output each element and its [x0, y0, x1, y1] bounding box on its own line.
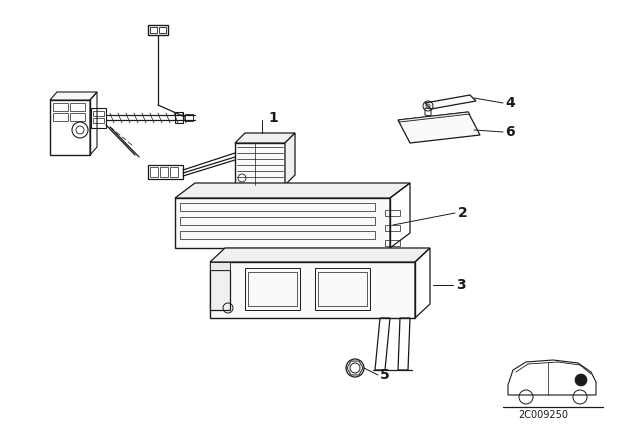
Circle shape	[575, 374, 587, 386]
Polygon shape	[235, 133, 295, 143]
Bar	[175, 112, 183, 123]
Bar	[93, 111, 104, 116]
Polygon shape	[175, 183, 410, 198]
Bar	[245, 268, 300, 310]
Polygon shape	[235, 143, 285, 185]
Polygon shape	[50, 92, 97, 100]
Bar	[53, 103, 68, 111]
Polygon shape	[398, 112, 480, 143]
Polygon shape	[175, 198, 390, 248]
Bar	[318, 272, 367, 306]
Bar	[93, 118, 104, 123]
Bar	[170, 167, 178, 177]
Text: 2C009250: 2C009250	[518, 410, 568, 420]
Bar	[150, 27, 157, 33]
Polygon shape	[425, 95, 476, 109]
Polygon shape	[210, 262, 230, 270]
Bar	[248, 272, 297, 306]
Bar	[91, 108, 106, 128]
Polygon shape	[285, 133, 295, 185]
Bar	[315, 268, 370, 310]
Bar	[160, 167, 168, 177]
Bar	[148, 25, 168, 35]
Bar	[385, 210, 400, 216]
Bar	[148, 165, 183, 179]
Bar	[180, 217, 375, 225]
Bar	[385, 240, 400, 246]
Bar	[70, 113, 85, 121]
Bar	[185, 114, 193, 121]
Polygon shape	[398, 112, 470, 122]
Polygon shape	[210, 248, 430, 262]
Text: 3: 3	[456, 278, 466, 292]
Bar	[53, 113, 68, 121]
Bar	[159, 27, 166, 33]
Bar	[180, 203, 375, 211]
Bar	[150, 167, 158, 177]
Text: 6: 6	[505, 125, 515, 139]
Text: 4: 4	[505, 96, 515, 110]
Text: 2: 2	[458, 206, 468, 220]
Bar	[180, 231, 375, 239]
Text: 1: 1	[268, 111, 278, 125]
Polygon shape	[210, 270, 230, 310]
Bar	[385, 225, 400, 231]
Polygon shape	[210, 262, 415, 318]
Bar	[70, 103, 85, 111]
Text: 5: 5	[380, 368, 390, 382]
